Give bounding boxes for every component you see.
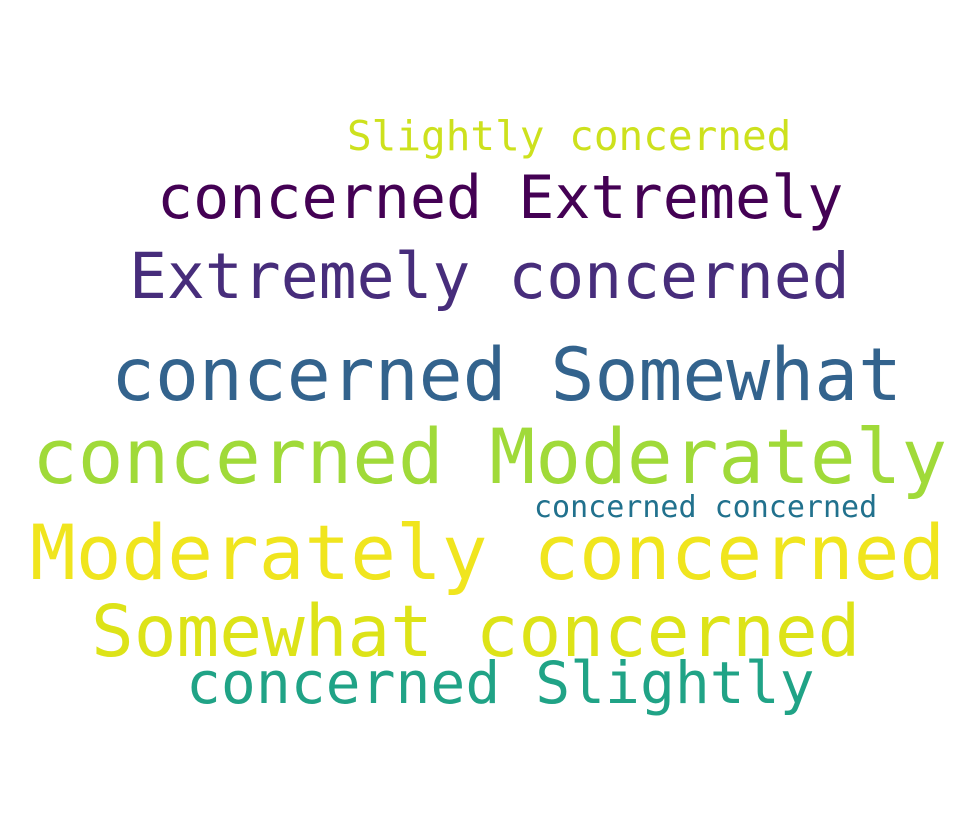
- word-concerned-concerned: concerned concerned: [534, 490, 878, 525]
- word-concerned-somewhat: concerned Somewhat: [111, 333, 903, 418]
- word-somewhat-concerned: Somewhat concerned: [91, 590, 861, 673]
- word-concerned-moderately: concerned Moderately: [32, 412, 948, 501]
- word-extremely-concerned: Extremely concerned: [129, 240, 850, 313]
- word-concerned-slightly: concerned Slightly: [186, 649, 815, 717]
- word-slightly-concerned: Slightly concerned: [347, 112, 792, 160]
- word-concerned-extremely: concerned Extremely: [157, 163, 844, 233]
- word-moderately-concerned: Moderately concerned: [30, 508, 946, 597]
